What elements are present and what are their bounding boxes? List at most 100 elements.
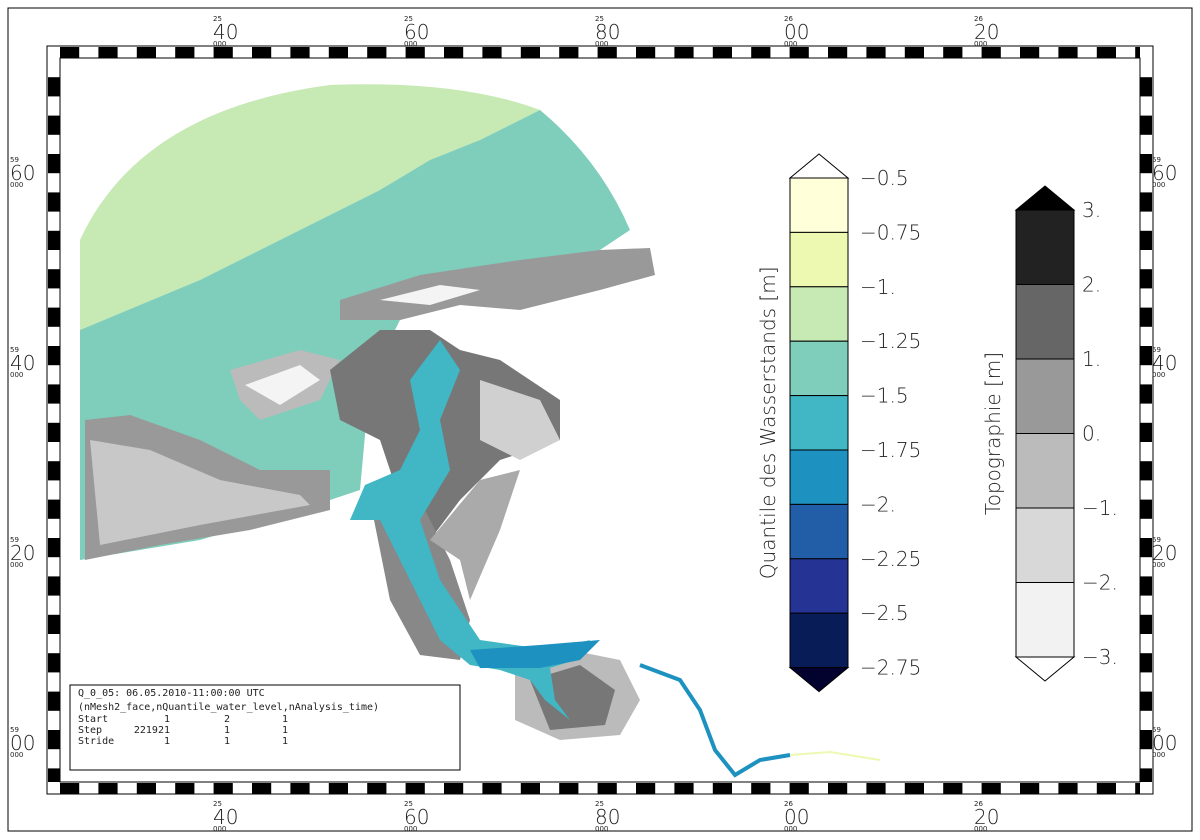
checker-cell [1140, 115, 1152, 135]
info-cell: 1 [282, 736, 288, 747]
checker-cell [981, 783, 1001, 794]
checker-cell [943, 47, 963, 58]
legend-swatch [1015, 358, 1075, 434]
coord-major: 26 [784, 800, 793, 808]
checker-cell [1140, 192, 1152, 212]
water-legend: −0.5 −0.75 −1. −1.25 −1.5 −1.75 −2. −2.25 −2.5 −2… [756, 153, 921, 693]
legend-label: 0. [1082, 422, 1101, 446]
legend-label: −1.5 [860, 384, 909, 408]
land [330, 330, 560, 540]
info-cell: 1 [282, 714, 288, 725]
checker-cell [213, 47, 233, 58]
legend-swatch [789, 612, 849, 669]
checker-cell [48, 384, 60, 404]
checker-cell [1096, 783, 1116, 794]
coord-minor: 60 [1152, 161, 1177, 185]
checker-cell [1140, 730, 1152, 750]
info-title: Q_0_05: 06.05.2010-11:00:00 UTC [78, 688, 265, 699]
checker-cell [48, 307, 60, 327]
checker-cell [48, 269, 60, 289]
checker-cell [48, 691, 60, 711]
coord-sub: 000 [1152, 181, 1165, 189]
checker-cell [981, 47, 1001, 58]
checker-cell [136, 47, 156, 58]
info-cell: 1 [282, 725, 288, 736]
legend-label: −2. [1082, 571, 1118, 595]
shallow-sea [80, 84, 540, 331]
coord-major: 59 [10, 536, 19, 544]
checker-cell [828, 47, 848, 58]
info-frame [69, 684, 461, 771]
coord-minor: 60 [404, 805, 429, 829]
legend-label: −1. [860, 275, 896, 299]
checker-cell [904, 47, 924, 58]
checker-cell [1140, 614, 1152, 634]
legend-label: −0.75 [860, 220, 921, 244]
checker-cell [789, 47, 809, 58]
checker-cell [290, 47, 310, 58]
coord-sub: 000 [1152, 561, 1165, 569]
checker-cell [559, 47, 579, 58]
coord-major: 25 [595, 15, 604, 23]
legend-swatch [789, 231, 849, 288]
coord-major: 25 [213, 800, 222, 808]
coord-major: 26 [974, 800, 983, 808]
legend-label: −1.75 [860, 438, 921, 462]
checker-cell [367, 783, 387, 794]
checker-cell [904, 783, 924, 794]
checker-cell [597, 783, 617, 794]
coord-sub: 000 [1152, 751, 1165, 759]
checker-cell [48, 115, 60, 135]
checker-cell [1140, 269, 1152, 289]
legend-label: −2.75 [860, 656, 921, 680]
checker-cell [482, 47, 502, 58]
checker-cell [1140, 346, 1152, 366]
legend-label: 1. [1082, 347, 1101, 371]
land [90, 440, 310, 545]
checker-cell [674, 47, 694, 58]
checker-cell [48, 653, 60, 673]
coord-sub: 000 [10, 371, 23, 379]
topo-legend: 3. 2. 1. 0. −1. −2. −3. Topographie [m] [981, 185, 1118, 682]
checker-cell [367, 47, 387, 58]
sea [80, 110, 630, 560]
island [380, 285, 480, 305]
legend-swatch [789, 286, 849, 342]
info-cell: Step [78, 725, 102, 736]
coord-sub: 000 [974, 825, 987, 833]
coord-major: 59 [10, 156, 19, 164]
legend-label: −1.25 [860, 329, 921, 353]
checker-cell [1140, 499, 1152, 519]
estuary [350, 340, 590, 720]
map-shapes [80, 84, 881, 778]
coord-major: 59 [1152, 156, 1161, 164]
checker-cell [175, 783, 195, 794]
coord-major: 25 [404, 15, 413, 23]
coord-major: 26 [784, 15, 793, 23]
land [480, 380, 560, 460]
checker-cell [559, 783, 579, 794]
checker-cell [136, 783, 156, 794]
checker-cell [1058, 783, 1078, 794]
coord-minor: 40 [1152, 351, 1177, 375]
checker-cell [48, 499, 60, 519]
coord-sub: 000 [1152, 371, 1165, 379]
checker-cell [48, 346, 60, 366]
checker-cell [789, 783, 809, 794]
checker-cell [636, 47, 656, 58]
legend-swatch [789, 558, 849, 614]
checker-cell [252, 47, 272, 58]
coord-minor: 60 [404, 20, 429, 44]
coord-sub: 000 [213, 825, 226, 833]
coord-major: 59 [10, 346, 19, 354]
coord-major: 26 [974, 15, 983, 23]
checker-cell [328, 783, 348, 794]
coord-major: 25 [404, 800, 413, 808]
checker-cell [290, 783, 310, 794]
checker-cell [1140, 422, 1152, 442]
checker-cell [751, 47, 771, 58]
coord-sub: 000 [213, 40, 226, 48]
legend-swatch [789, 340, 849, 397]
checker-cell [1058, 47, 1078, 58]
checker-cell [597, 47, 617, 58]
